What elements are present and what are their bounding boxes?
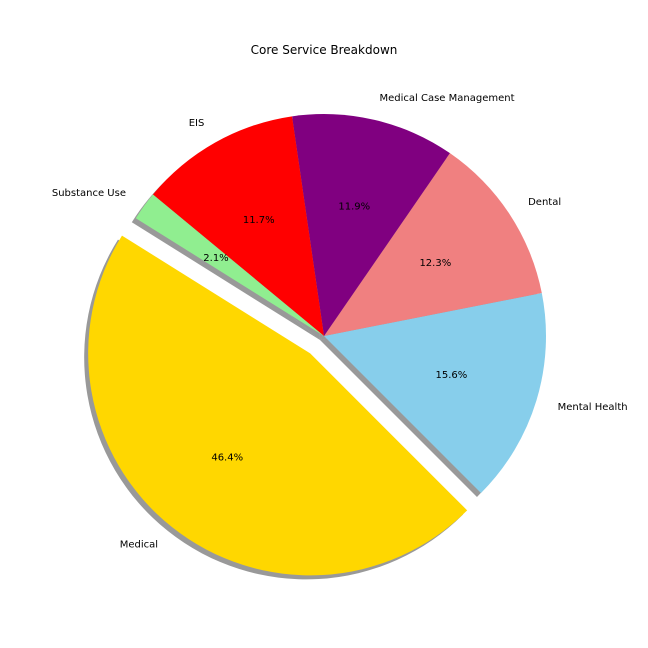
slice-label-medical-case-management: Medical Case Management bbox=[380, 93, 515, 104]
slice-percent-dental: 12.3% bbox=[419, 258, 451, 269]
slice-percent-medical: 46.4% bbox=[211, 453, 243, 464]
pie-slice-medical-case-management bbox=[292, 114, 450, 337]
pie-slice-eis bbox=[152, 116, 324, 336]
slice-percent-medical-case-management: 11.9% bbox=[338, 201, 370, 212]
pie-slice-substance-use bbox=[135, 194, 324, 336]
slice-percent-substance-use: 2.1% bbox=[203, 253, 228, 264]
pie-slices bbox=[88, 114, 546, 576]
chart-title: Core Service Breakdown bbox=[251, 43, 398, 57]
slice-label-eis: EIS bbox=[189, 118, 205, 129]
pie-slice-mental-health bbox=[324, 293, 546, 493]
pie-slice-medical bbox=[88, 235, 468, 576]
slice-label-mental-health: Mental Health bbox=[558, 402, 628, 413]
pie-labels: Mental Health 15.6% Dental 12.3% Medical Cas… bbox=[52, 93, 628, 550]
slice-percent-eis: 11.7% bbox=[243, 215, 275, 226]
pie-slice-dental bbox=[324, 153, 542, 336]
slice-label-dental: Dental bbox=[528, 197, 561, 208]
slice-percent-mental-health: 15.6% bbox=[436, 370, 468, 381]
slice-label-substance-use: Substance Use bbox=[52, 188, 126, 199]
slice-label-medical: Medical bbox=[120, 539, 158, 550]
